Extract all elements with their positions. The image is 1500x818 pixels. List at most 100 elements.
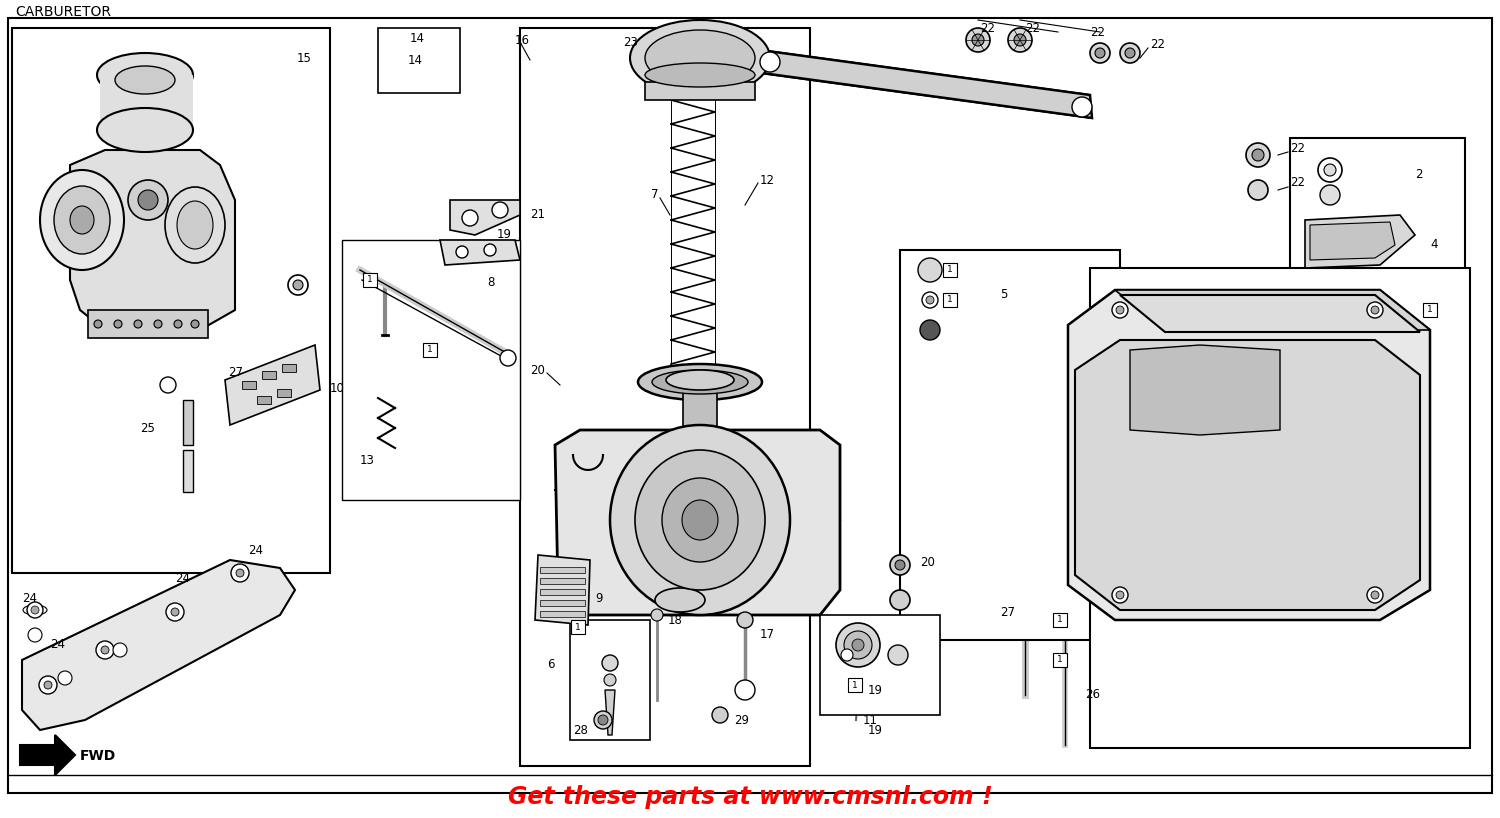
Polygon shape xyxy=(440,240,520,265)
Ellipse shape xyxy=(128,180,168,220)
Text: 21: 21 xyxy=(530,209,544,222)
Ellipse shape xyxy=(652,370,748,394)
Text: 9: 9 xyxy=(596,591,603,605)
Text: 1: 1 xyxy=(852,681,858,690)
Text: 16: 16 xyxy=(514,34,529,47)
Text: 29: 29 xyxy=(734,713,748,726)
Circle shape xyxy=(926,296,934,304)
Text: 24: 24 xyxy=(248,543,262,556)
Ellipse shape xyxy=(656,588,705,612)
Text: 27: 27 xyxy=(1000,605,1016,618)
Circle shape xyxy=(28,628,42,642)
Bar xyxy=(378,28,460,93)
Bar xyxy=(423,343,436,357)
Bar xyxy=(12,28,330,573)
Circle shape xyxy=(484,244,496,256)
Circle shape xyxy=(94,320,102,328)
Circle shape xyxy=(166,603,184,621)
Text: 1: 1 xyxy=(368,276,374,285)
Circle shape xyxy=(890,555,910,575)
Text: 25: 25 xyxy=(140,421,154,434)
Text: 8: 8 xyxy=(488,276,495,289)
Ellipse shape xyxy=(634,450,765,590)
Text: FWD: FWD xyxy=(80,749,117,763)
Text: 1: 1 xyxy=(946,266,952,275)
Circle shape xyxy=(1095,48,1106,58)
Circle shape xyxy=(1320,185,1340,205)
Circle shape xyxy=(918,258,942,282)
Text: 26: 26 xyxy=(1084,689,1100,702)
Circle shape xyxy=(462,210,478,226)
Circle shape xyxy=(888,645,908,665)
Bar xyxy=(256,396,272,404)
Bar xyxy=(900,250,1120,640)
Ellipse shape xyxy=(645,30,754,86)
Bar xyxy=(88,310,209,338)
Text: 20: 20 xyxy=(920,556,934,569)
Polygon shape xyxy=(1076,340,1420,610)
Ellipse shape xyxy=(116,66,176,94)
Polygon shape xyxy=(555,430,840,615)
Circle shape xyxy=(58,671,72,685)
Polygon shape xyxy=(604,690,615,735)
Text: 13: 13 xyxy=(360,453,375,466)
Text: 1: 1 xyxy=(427,345,433,354)
Text: 11: 11 xyxy=(862,713,877,726)
Bar xyxy=(100,75,194,130)
Text: 27: 27 xyxy=(228,366,243,380)
Ellipse shape xyxy=(40,170,125,270)
Bar xyxy=(242,381,256,389)
Bar xyxy=(262,371,276,379)
Circle shape xyxy=(760,52,780,72)
Text: 10: 10 xyxy=(330,381,345,394)
Text: Get these parts at www.cmsnl.com !: Get these parts at www.cmsnl.com ! xyxy=(507,785,993,809)
Text: 19: 19 xyxy=(496,228,512,241)
Circle shape xyxy=(96,641,114,659)
Circle shape xyxy=(27,602,44,618)
Text: 22: 22 xyxy=(980,21,994,34)
Circle shape xyxy=(1112,587,1128,603)
Bar xyxy=(944,293,957,307)
Text: 1: 1 xyxy=(574,622,580,631)
Circle shape xyxy=(171,608,178,616)
Ellipse shape xyxy=(666,370,734,390)
Circle shape xyxy=(896,560,904,570)
Text: 7: 7 xyxy=(651,188,658,201)
Bar xyxy=(821,615,940,715)
Circle shape xyxy=(288,275,308,295)
Circle shape xyxy=(1116,591,1124,599)
Polygon shape xyxy=(1130,345,1280,435)
Circle shape xyxy=(292,280,303,290)
Circle shape xyxy=(735,680,754,700)
Polygon shape xyxy=(70,150,236,330)
Bar xyxy=(540,600,585,606)
Circle shape xyxy=(1318,158,1342,182)
Ellipse shape xyxy=(165,187,225,263)
Circle shape xyxy=(842,649,854,661)
Bar xyxy=(570,620,650,740)
Circle shape xyxy=(236,569,244,577)
Circle shape xyxy=(836,623,880,667)
Bar xyxy=(944,263,957,277)
Text: 17: 17 xyxy=(760,628,776,641)
Text: 14: 14 xyxy=(410,32,424,44)
Ellipse shape xyxy=(682,500,718,540)
Circle shape xyxy=(920,320,940,340)
Bar xyxy=(1424,303,1437,317)
Circle shape xyxy=(500,350,516,366)
Circle shape xyxy=(1014,34,1026,46)
Text: 1: 1 xyxy=(946,295,952,304)
Text: 22: 22 xyxy=(1290,177,1305,190)
Circle shape xyxy=(190,320,200,328)
Text: 22: 22 xyxy=(1290,142,1305,155)
Circle shape xyxy=(100,646,109,654)
Ellipse shape xyxy=(98,108,194,152)
Circle shape xyxy=(160,377,176,393)
Polygon shape xyxy=(1068,290,1430,620)
Ellipse shape xyxy=(70,206,94,234)
Polygon shape xyxy=(225,345,320,425)
Text: 24: 24 xyxy=(22,591,38,605)
Circle shape xyxy=(852,639,864,651)
Text: 22: 22 xyxy=(1090,26,1106,39)
Circle shape xyxy=(712,707,728,723)
